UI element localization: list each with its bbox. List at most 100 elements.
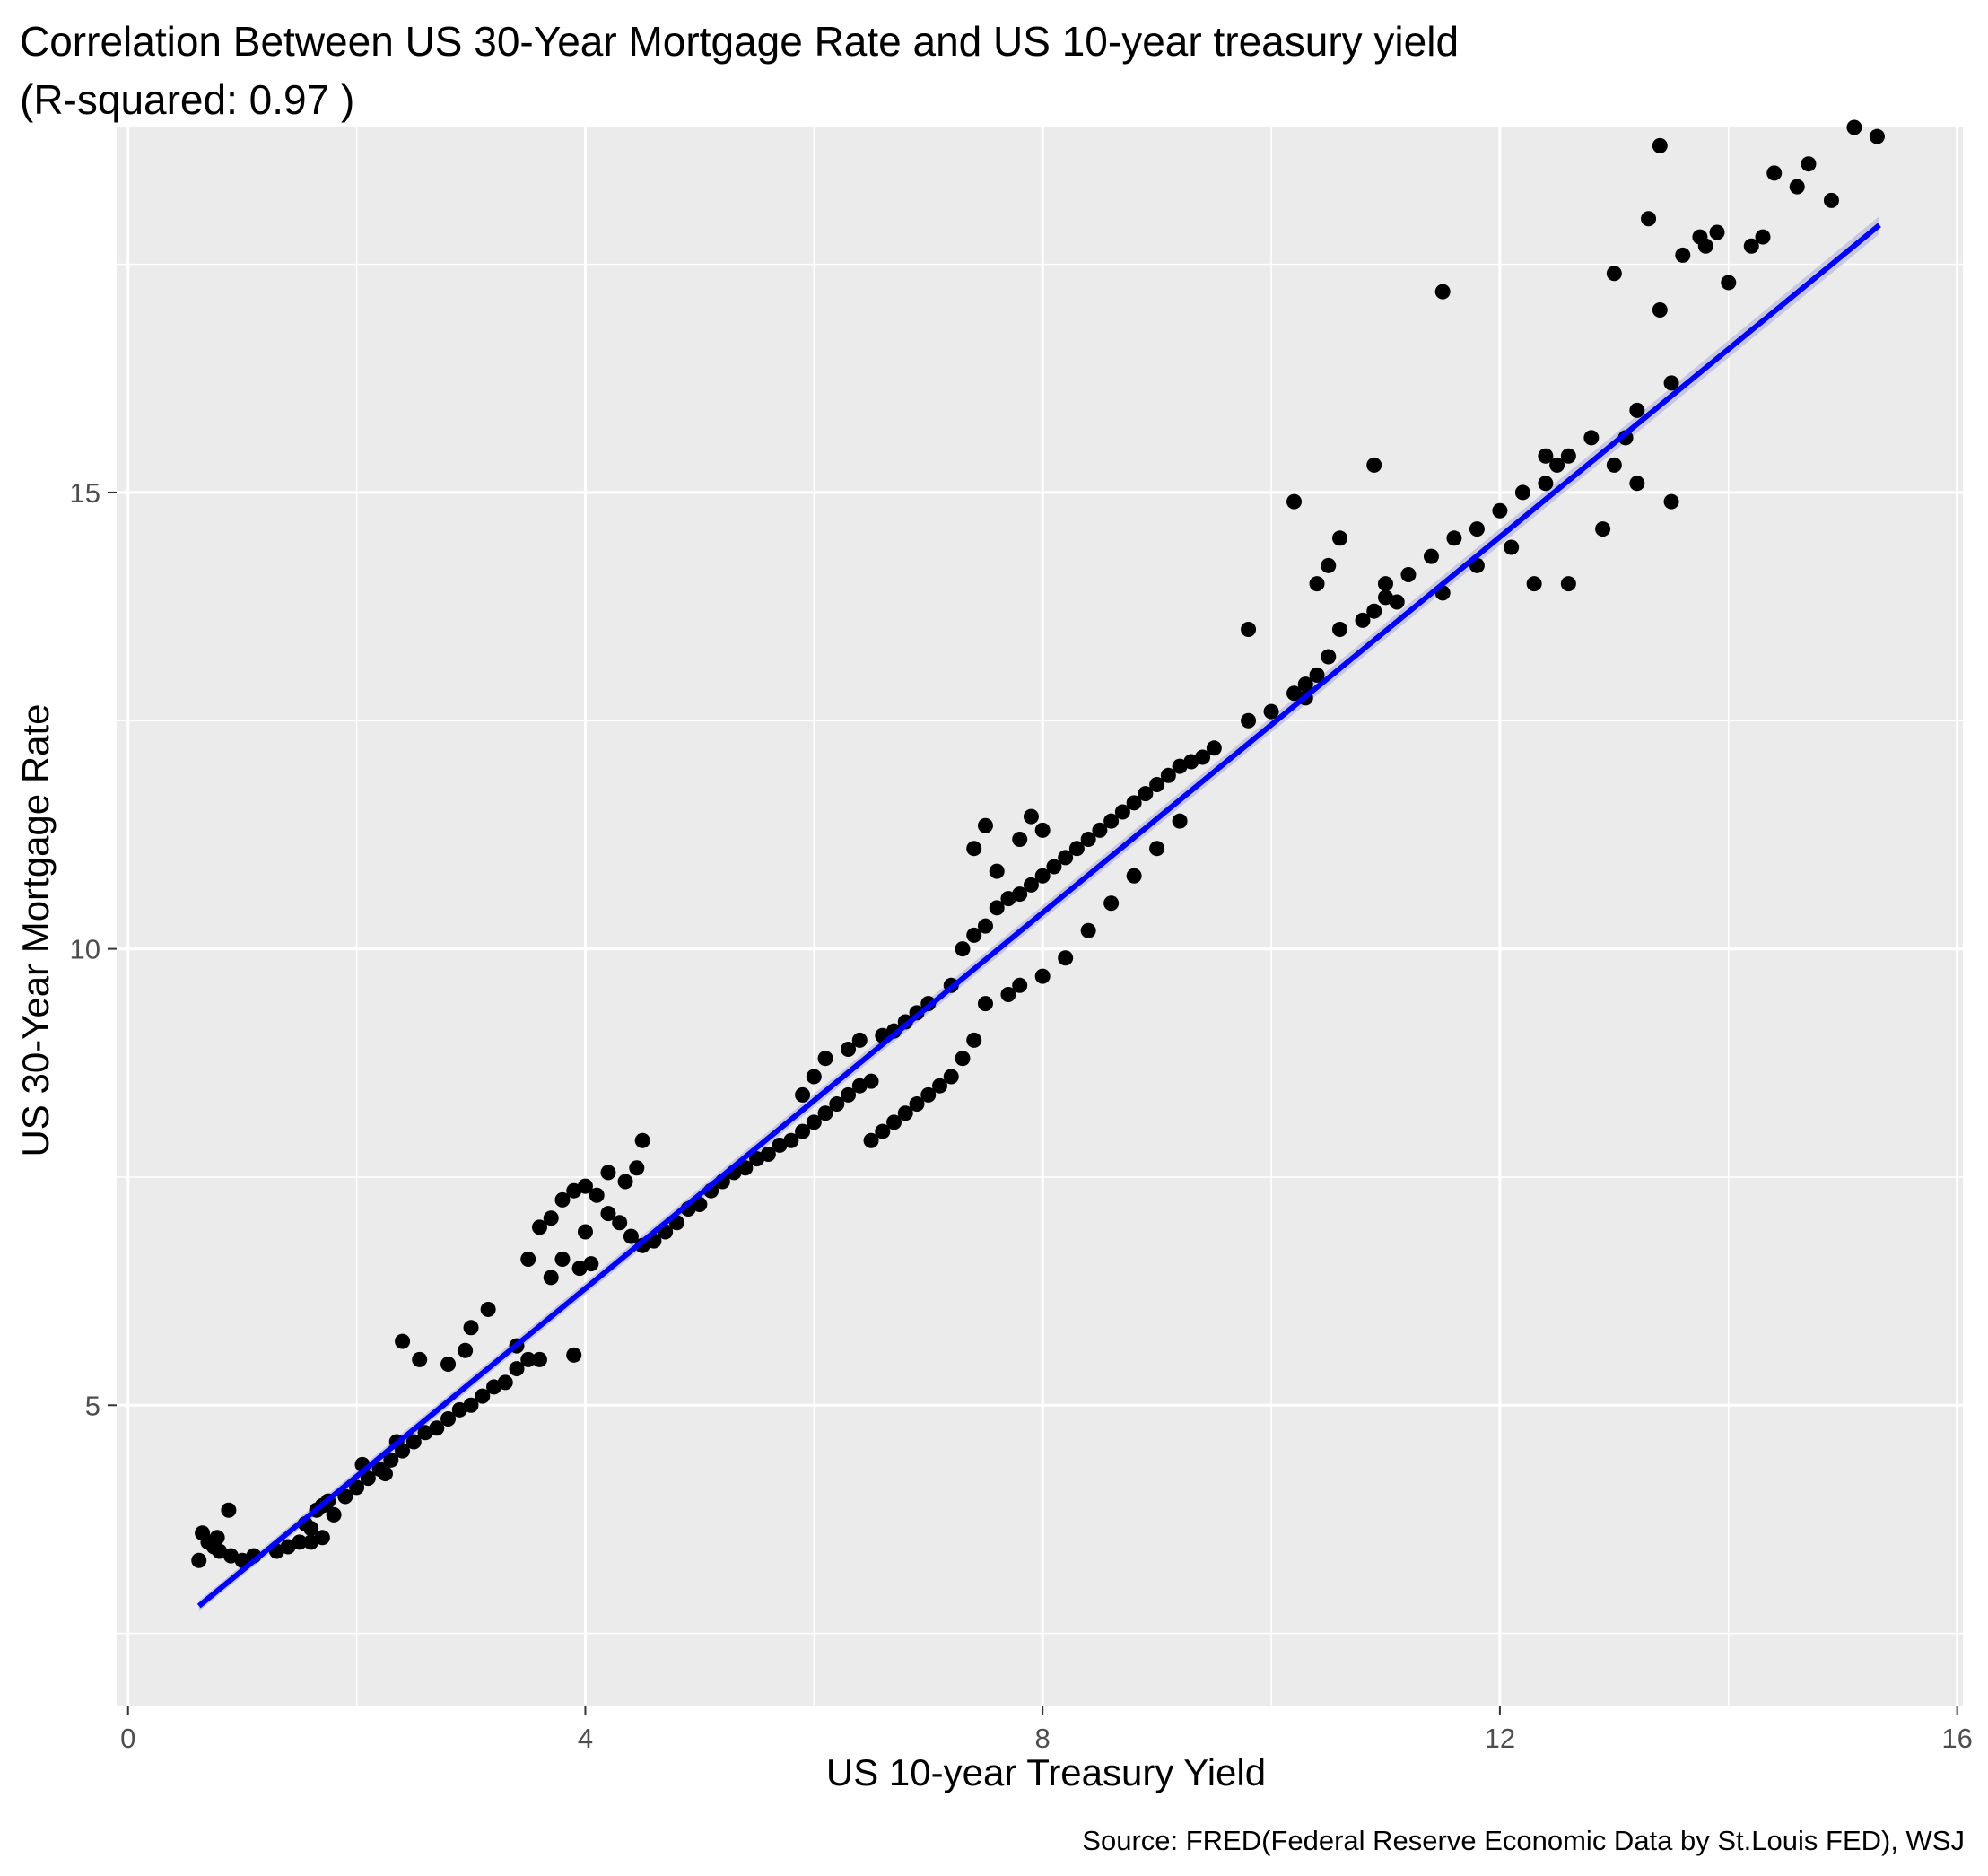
regression-line <box>196 223 1881 1609</box>
data-point <box>1058 950 1074 966</box>
data-point <box>1721 275 1737 291</box>
data-point <box>571 1261 588 1277</box>
data-point <box>1755 229 1771 245</box>
data-point <box>1377 589 1393 606</box>
data-point <box>600 1206 616 1222</box>
data-point <box>1332 622 1348 638</box>
data-point <box>1034 968 1051 984</box>
data-point <box>1034 822 1051 838</box>
data-point <box>1514 484 1530 501</box>
data-point <box>314 1530 330 1546</box>
data-point <box>326 1506 342 1523</box>
data-point <box>1241 622 1257 638</box>
data-point <box>1309 576 1325 592</box>
data-point <box>280 1539 296 1555</box>
data-point <box>1560 448 1576 464</box>
data-point <box>772 1137 788 1153</box>
data-point <box>1692 229 1708 245</box>
y-axis-ticks: 5 10 15 <box>70 477 117 1421</box>
data-point <box>1297 676 1313 693</box>
data-point <box>475 1388 491 1404</box>
data-point <box>1241 712 1257 729</box>
data-point <box>875 1123 891 1139</box>
data-point <box>440 1356 457 1372</box>
data-point <box>955 1051 971 1067</box>
data-point <box>829 1096 845 1113</box>
data-point <box>1526 576 1542 592</box>
x-tick-label: 8 <box>1035 1723 1051 1754</box>
data-point <box>989 900 1005 916</box>
data-point <box>760 1147 776 1163</box>
data-point <box>1538 476 1554 492</box>
data-point <box>886 1114 902 1130</box>
grid-minor <box>117 127 1963 1706</box>
data-point <box>1583 430 1600 446</box>
data-point <box>1789 179 1805 195</box>
data-point <box>795 1123 811 1139</box>
data-point <box>817 1051 833 1067</box>
data-point <box>1652 301 1668 318</box>
x-tick-label: 16 <box>1941 1723 1972 1754</box>
data-point <box>589 1187 605 1203</box>
data-point <box>1560 576 1576 592</box>
data-point <box>1000 986 1016 1002</box>
data-point <box>1046 859 1062 875</box>
chart-caption: Source: FRED(Federal Reserve Economic Da… <box>1082 1825 1965 1856</box>
data-point <box>360 1470 376 1487</box>
data-point <box>600 1165 616 1181</box>
data-point <box>349 1479 365 1496</box>
data-point <box>1012 977 1028 993</box>
data-point <box>1068 841 1085 857</box>
data-point <box>1675 247 1691 263</box>
data-point <box>806 1114 822 1130</box>
y-tick-label: 15 <box>70 477 100 509</box>
data-point <box>1823 192 1839 208</box>
data-point <box>303 1521 319 1537</box>
data-point <box>497 1374 513 1391</box>
data-point <box>1103 895 1120 912</box>
data-point <box>1092 822 1108 838</box>
data-point <box>943 1069 959 1085</box>
data-point <box>841 1042 857 1058</box>
data-point <box>1629 402 1645 418</box>
data-point <box>543 1210 559 1226</box>
data-point <box>1629 476 1645 492</box>
data-point <box>212 1543 228 1559</box>
data-point <box>920 1086 937 1103</box>
data-point <box>1263 703 1279 720</box>
data-point <box>531 1219 547 1235</box>
data-point <box>795 1086 811 1103</box>
data-point <box>566 1182 582 1199</box>
data-point <box>634 1132 650 1148</box>
data-point <box>1206 740 1222 756</box>
data-point <box>749 1151 765 1167</box>
data-point <box>629 1160 645 1176</box>
data-point <box>583 1256 599 1272</box>
chart-title: Correlation Between US 30-Year Mortgage … <box>20 18 1459 65</box>
data-point <box>1000 891 1016 907</box>
data-point <box>1366 457 1382 473</box>
data-point <box>1332 530 1348 546</box>
x-axis-ticks: 0 4 8 12 16 <box>120 1706 1973 1754</box>
data-point <box>1366 603 1382 619</box>
data-point <box>1321 557 1337 573</box>
data-point <box>1663 375 1679 391</box>
y-tick-label: 5 <box>85 1390 100 1421</box>
data-point <box>977 996 993 1012</box>
data-point <box>412 1351 428 1367</box>
data-point <box>292 1534 308 1550</box>
data-point <box>1641 211 1657 227</box>
data-point <box>531 1351 547 1367</box>
data-point <box>1377 576 1393 592</box>
data-point <box>1126 795 1142 811</box>
data-point <box>1286 685 1303 702</box>
data-point <box>383 1452 399 1468</box>
data-point <box>1321 649 1337 665</box>
data-point <box>209 1530 225 1546</box>
data-point <box>1023 877 1039 893</box>
data-point <box>417 1425 433 1441</box>
data-point <box>395 1333 411 1349</box>
data-point <box>1034 868 1051 884</box>
data-point <box>1606 266 1622 282</box>
data-point <box>1309 667 1325 683</box>
